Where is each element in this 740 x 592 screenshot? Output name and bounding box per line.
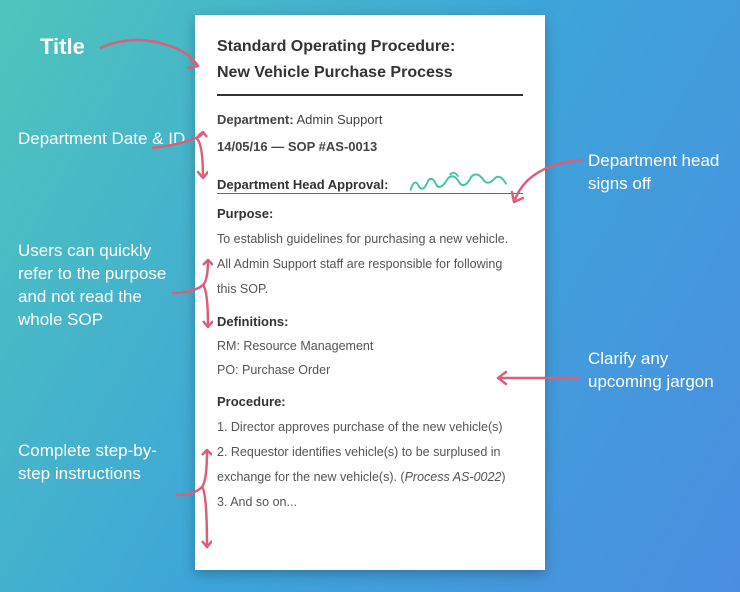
date-id-field: 14/05/16 — SOP #AS-0013 — [217, 137, 523, 158]
procedure-ref: Process AS-0022 — [405, 470, 502, 484]
purpose-header: Purpose: — [217, 206, 523, 221]
signature-icon — [394, 168, 523, 194]
annotation-signoff: Department head signs off — [588, 150, 728, 196]
annotation-jargon: Clarify any upcoming jargon — [588, 348, 728, 394]
procedure-header: Procedure: — [217, 394, 523, 409]
doc-title-line1: Standard Operating Procedure: — [217, 33, 523, 60]
approval-label: Department Head Approval: — [217, 177, 388, 192]
purpose-body: To establish guidelines for purchasing a… — [217, 227, 523, 302]
procedure-step: 1. Director approves purchase of the new… — [217, 415, 523, 440]
department-label: Department: — [217, 112, 294, 127]
arrow-title — [95, 28, 205, 83]
annotation-dept: Department Date & ID — [18, 128, 185, 151]
procedure-step: 2. Requestor identifies vehicle(s) to be… — [217, 440, 523, 490]
date-id-value: 14/05/16 — SOP #AS-0013 — [217, 139, 377, 154]
definitions-header: Definitions: — [217, 314, 523, 329]
definition-line: RM: Resource Management — [217, 335, 523, 359]
annotation-title: Title — [40, 32, 85, 62]
department-field: Department: Admin Support — [217, 110, 523, 131]
sop-document: Standard Operating Procedure: New Vehicl… — [195, 15, 545, 570]
title-divider — [217, 94, 523, 96]
approval-row: Department Head Approval: — [217, 168, 523, 194]
definition-line: PO: Purchase Order — [217, 359, 523, 383]
annotation-steps: Complete step-by-step instructions — [18, 440, 183, 486]
procedure-step: 3. And so on... — [217, 490, 523, 515]
department-value: Admin Support — [296, 112, 382, 127]
annotation-purpose: Users can quickly refer to the purpose a… — [18, 240, 183, 332]
procedure-step-suffix: ) — [501, 470, 505, 484]
doc-title-line2: New Vehicle Purchase Process — [217, 64, 523, 82]
